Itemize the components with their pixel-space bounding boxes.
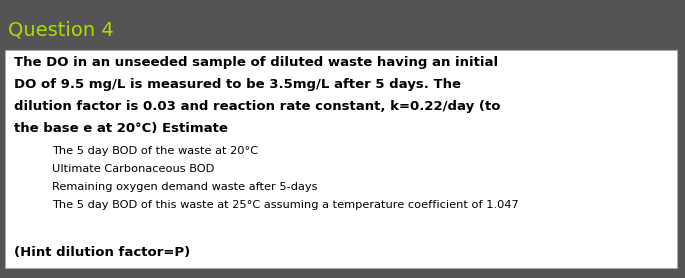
Text: Remaining oxygen demand waste after 5-days: Remaining oxygen demand waste after 5-da…	[52, 182, 318, 192]
Text: Ultimate Carbonaceous BOD: Ultimate Carbonaceous BOD	[52, 164, 214, 174]
Text: Question 4: Question 4	[8, 20, 114, 39]
Text: The 5 day BOD of this waste at 25°C assuming a temperature coefficient of 1.047: The 5 day BOD of this waste at 25°C assu…	[52, 200, 519, 210]
Text: The 5 day BOD of the waste at 20°C: The 5 day BOD of the waste at 20°C	[52, 146, 258, 156]
Text: DO of 9.5 mg/L is measured to be 3.5mg/L after 5 days. The: DO of 9.5 mg/L is measured to be 3.5mg/L…	[14, 78, 461, 91]
Text: The DO in an unseeded sample of diluted waste having an initial: The DO in an unseeded sample of diluted …	[14, 56, 498, 69]
FancyBboxPatch shape	[5, 50, 677, 268]
Text: dilution factor is 0.03 and reaction rate constant, k=0.22/day (to: dilution factor is 0.03 and reaction rat…	[14, 100, 501, 113]
Text: the base e at 20°C) Estimate: the base e at 20°C) Estimate	[14, 122, 228, 135]
Text: (Hint dilution factor=P): (Hint dilution factor=P)	[14, 246, 190, 259]
